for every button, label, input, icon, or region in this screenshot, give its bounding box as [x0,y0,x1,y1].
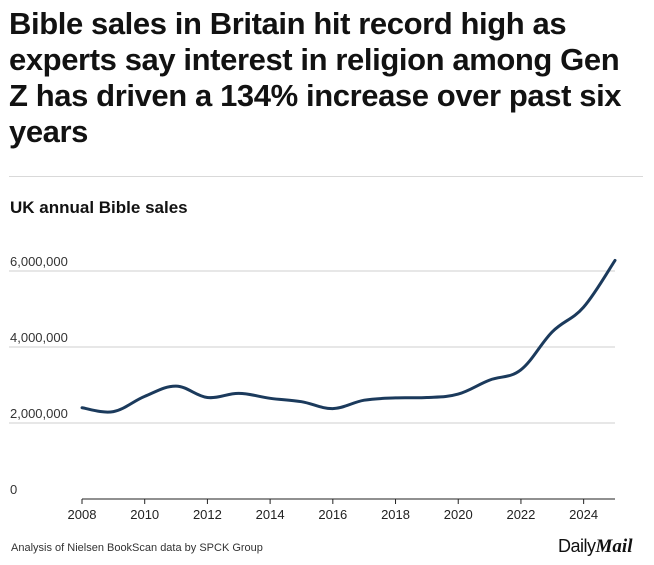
x-tick-label: 2008 [68,507,97,522]
x-tick-label: 2012 [193,507,222,522]
x-axis: 2008 2010 2012 2014 2016 2018 2020 2022 2024 [68,498,615,522]
logo-mail-text: Mail [595,536,633,557]
x-tick-label: 2010 [130,507,159,522]
daily-mail-logo[interactable]: DailyMail [558,536,632,558]
series-line-bible-sales [80,258,617,414]
x-tick-label: 2014 [256,507,285,522]
y-tick-label: 4,000,000 [10,330,68,345]
y-tick-label: 6,000,000 [10,254,68,269]
x-tick-label: 2020 [444,507,473,522]
y-axis-ticks: 0 2,000,000 4,000,000 6,000,000 [10,254,68,497]
series-group [80,258,617,414]
divider [9,176,643,177]
x-tick-label: 2016 [318,507,347,522]
headline: Bible sales in Britain hit record high a… [9,6,622,149]
logo-daily-text: Daily [558,536,596,556]
x-tick-label: 2024 [569,507,598,522]
gridlines [9,270,615,424]
source-note: Analysis of Nielsen BookScan data by SPC… [11,542,263,554]
x-tick-label: 2022 [506,507,535,522]
y-tick-label: 2,000,000 [10,406,68,421]
chart-title: UK annual Bible sales [10,198,188,217]
y-tick-label: 0 [10,482,17,497]
x-tick-label: 2018 [381,507,410,522]
